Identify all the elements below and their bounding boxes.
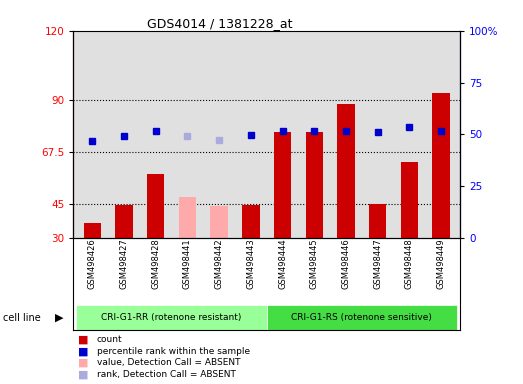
Text: ■: ■ xyxy=(78,369,89,379)
Text: GSM498449: GSM498449 xyxy=(437,238,446,289)
Text: rank, Detection Call = ABSENT: rank, Detection Call = ABSENT xyxy=(97,370,236,379)
Bar xyxy=(210,206,228,238)
Text: ▶: ▶ xyxy=(55,313,63,323)
Text: GSM498426: GSM498426 xyxy=(88,238,97,289)
Text: GSM498448: GSM498448 xyxy=(405,238,414,289)
Bar xyxy=(242,205,259,238)
Bar xyxy=(147,174,164,238)
Bar xyxy=(84,223,101,238)
Bar xyxy=(401,162,418,238)
Text: CRI-G1-RS (rotenone sensitive): CRI-G1-RS (rotenone sensitive) xyxy=(291,313,433,322)
Text: GSM498446: GSM498446 xyxy=(342,238,350,289)
Bar xyxy=(267,305,457,330)
Text: GSM498442: GSM498442 xyxy=(214,238,224,289)
Text: ■: ■ xyxy=(78,335,89,345)
Text: GSM498445: GSM498445 xyxy=(310,238,319,289)
Bar xyxy=(115,205,133,238)
Text: value, Detection Call = ABSENT: value, Detection Call = ABSENT xyxy=(97,358,240,367)
Text: GSM498443: GSM498443 xyxy=(246,238,255,289)
Text: GDS4014 / 1381228_at: GDS4014 / 1381228_at xyxy=(147,17,292,30)
Text: CRI-G1-RR (rotenone resistant): CRI-G1-RR (rotenone resistant) xyxy=(101,313,242,322)
Bar xyxy=(369,204,386,238)
Bar xyxy=(179,197,196,238)
Bar xyxy=(337,104,355,238)
Text: percentile rank within the sample: percentile rank within the sample xyxy=(97,347,250,356)
Text: GSM498428: GSM498428 xyxy=(151,238,160,289)
Text: GSM498447: GSM498447 xyxy=(373,238,382,289)
Text: ■: ■ xyxy=(78,346,89,356)
Text: GSM498444: GSM498444 xyxy=(278,238,287,289)
Text: ■: ■ xyxy=(78,358,89,368)
Text: count: count xyxy=(97,335,122,344)
Bar xyxy=(305,132,323,238)
Text: GSM498441: GSM498441 xyxy=(183,238,192,289)
Bar xyxy=(76,305,267,330)
Bar xyxy=(274,132,291,238)
Bar xyxy=(433,93,450,238)
Text: GSM498427: GSM498427 xyxy=(119,238,129,289)
Text: cell line: cell line xyxy=(3,313,40,323)
